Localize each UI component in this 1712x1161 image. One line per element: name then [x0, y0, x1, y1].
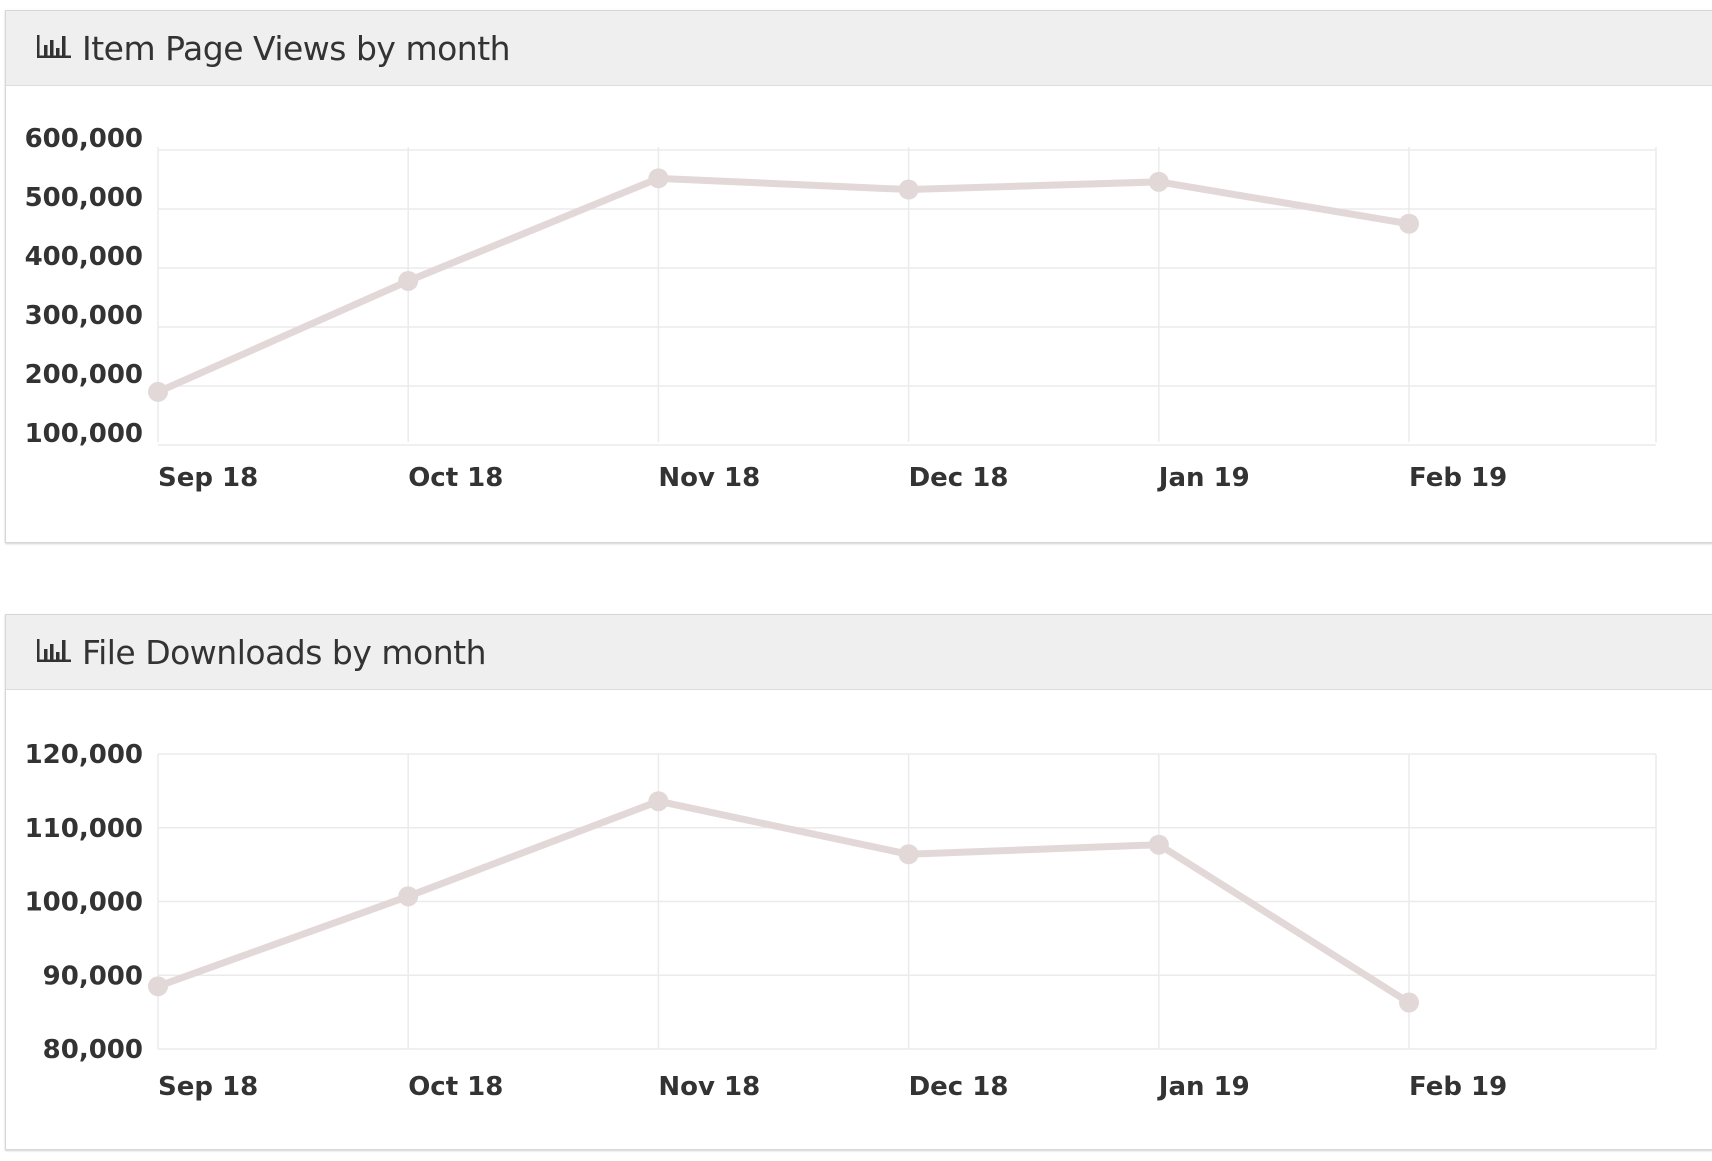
- x-tick-label: Nov 18: [658, 463, 760, 493]
- panel-title: File Downloads by month: [82, 632, 487, 672]
- x-tick-label: Jan 19: [1157, 463, 1250, 493]
- panel-title: Item Page Views by month: [82, 28, 511, 68]
- x-tick-label: Feb 19: [1409, 1072, 1507, 1102]
- bar-chart-icon: [36, 636, 82, 669]
- series-line: [156, 174, 1410, 396]
- data-point[interactable]: [1148, 171, 1169, 192]
- x-tick-label: Jan 19: [1157, 1072, 1250, 1102]
- y-tick-label: 600,000: [25, 124, 143, 154]
- data-point[interactable]: [398, 270, 419, 291]
- y-tick-label: 100,000: [25, 419, 143, 449]
- data-point[interactable]: [1399, 213, 1419, 234]
- y-tick-label: 400,000: [25, 242, 143, 272]
- data-point[interactable]: [898, 179, 919, 200]
- data-point[interactable]: [1399, 992, 1419, 1013]
- page-views-chart: 100,000 200,000 300,000 400,000 500,000 600,0…: [25, 124, 1657, 493]
- y-tick-label: 100,000: [25, 888, 143, 918]
- x-tick-label: Dec 18: [909, 1072, 1009, 1102]
- x-tick-label: Sep 18: [158, 1072, 258, 1102]
- x-tick-label: Oct 18: [408, 1072, 503, 1102]
- file-downloads-chart: 80,000 90,000 100,000 110,000 120,000 Sep 18 O…: [25, 740, 1657, 1102]
- data-point[interactable]: [398, 886, 419, 907]
- y-tick-label: 200,000: [25, 360, 143, 390]
- x-tick-label: Dec 18: [909, 463, 1009, 493]
- y-tick-label: 90,000: [43, 961, 143, 991]
- y-tick-label: 110,000: [25, 814, 143, 844]
- data-point[interactable]: [648, 791, 669, 812]
- data-point[interactable]: [1148, 834, 1169, 855]
- y-tick-label: 300,000: [25, 301, 143, 331]
- file-downloads-panel: File Downloads by month 80,000 90,000 100,…: [5, 614, 1712, 1150]
- data-point[interactable]: [898, 844, 919, 865]
- x-tick-label: Sep 18: [158, 463, 258, 493]
- data-point[interactable]: [148, 381, 168, 402]
- x-tick-label: Feb 19: [1409, 463, 1507, 493]
- data-point[interactable]: [148, 976, 168, 997]
- y-tick-label: 120,000: [25, 740, 143, 770]
- y-tick-label: 80,000: [43, 1035, 143, 1065]
- data-point[interactable]: [648, 168, 669, 189]
- series-line: [156, 797, 1411, 1006]
- x-tick-label: Oct 18: [408, 463, 503, 493]
- panel-heading: File Downloads by month: [6, 615, 1712, 690]
- bar-chart-icon: [36, 32, 82, 65]
- x-tick-label: Nov 18: [658, 1072, 760, 1102]
- panel-heading: Item Page Views by month: [6, 11, 1712, 86]
- y-tick-label: 500,000: [25, 183, 143, 213]
- page-views-panel: Item Page Views by month 100,000 200,000 3…: [5, 10, 1712, 543]
